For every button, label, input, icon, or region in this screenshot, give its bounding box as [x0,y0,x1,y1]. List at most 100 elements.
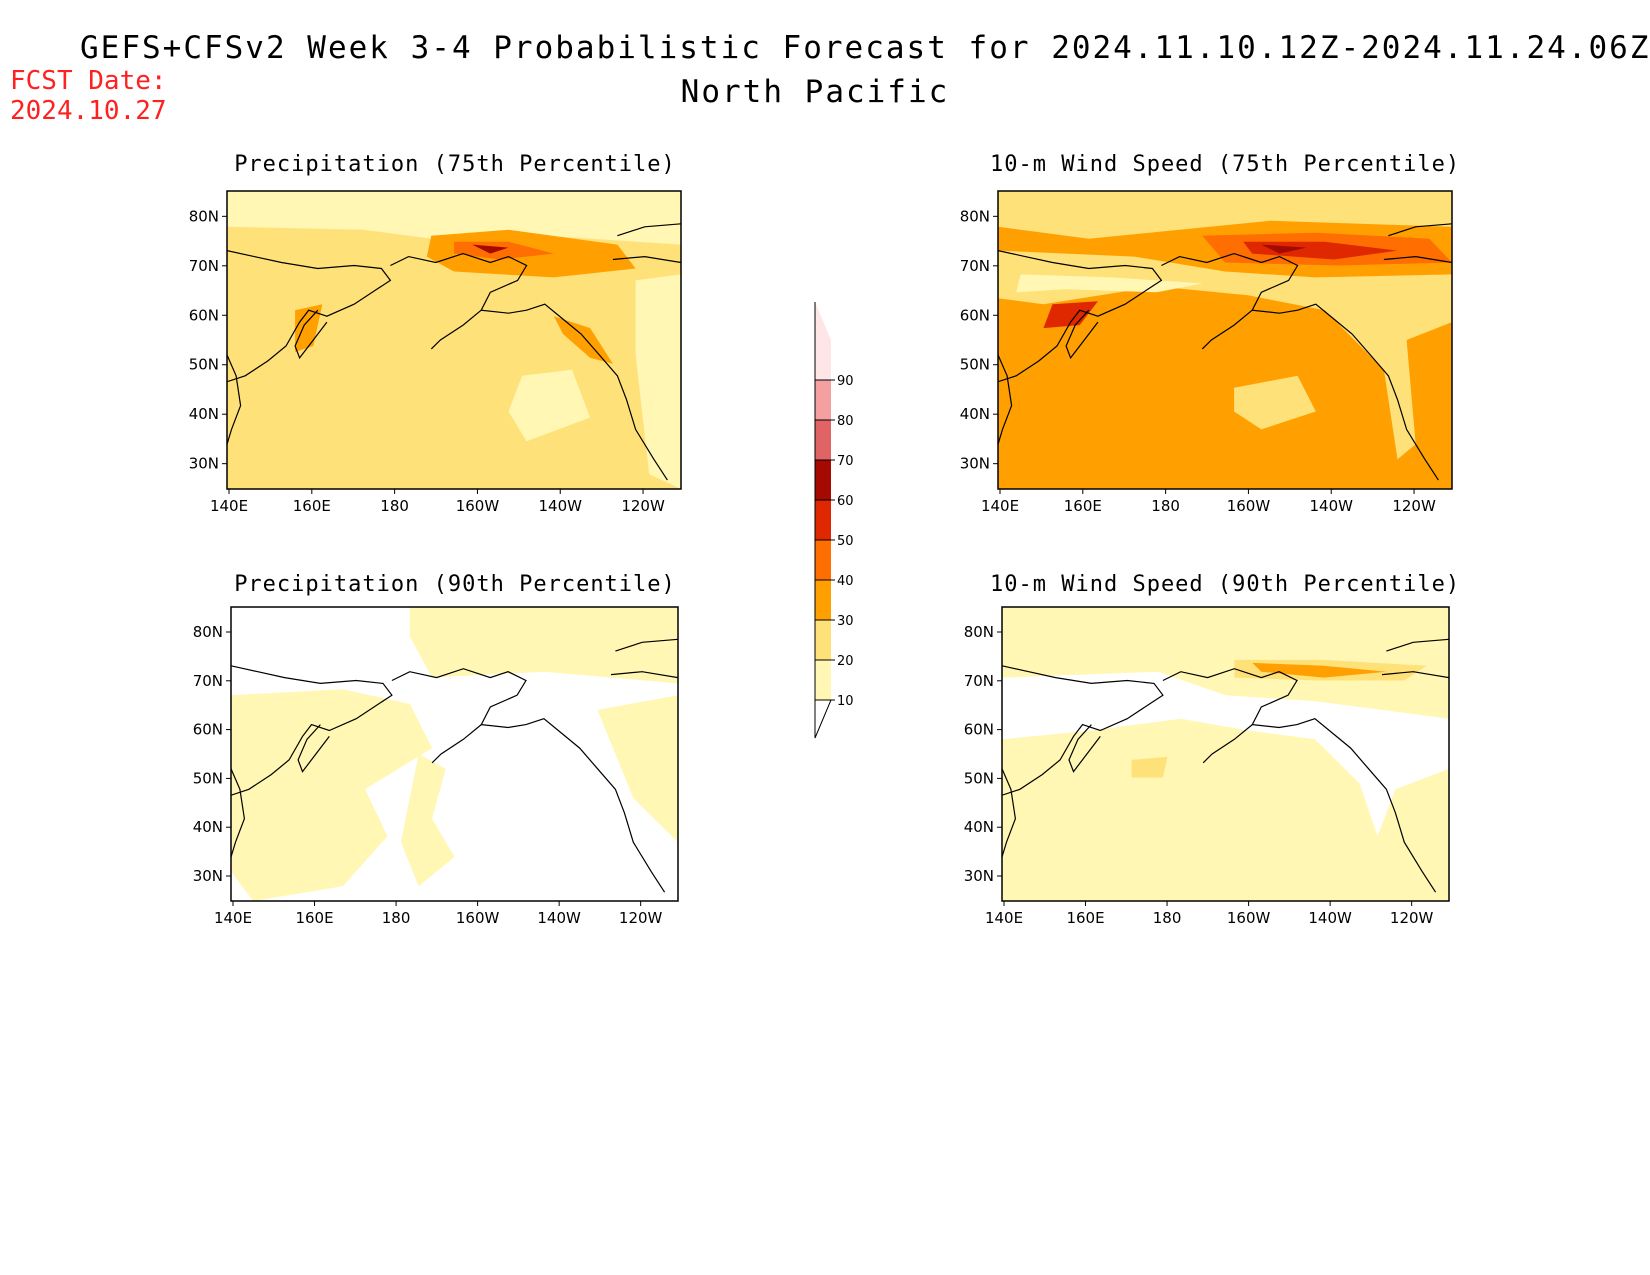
y-tick-label: 30N [189,455,219,473]
x-tick-label: 160E [1066,909,1104,927]
coastline-arctic-islands-2 [610,671,678,679]
colorbar-swatch [815,460,831,500]
panel-title-wind-75: 10-m Wind Speed (75th Percentile) [990,152,1461,177]
coastline-japan [227,354,242,445]
colorbar-level-label: 30 [837,614,854,629]
x-tick-label: 140E [981,497,1019,515]
colorbar-swatch [815,380,831,420]
field-low-east [597,695,678,843]
fcst-date-value: 2024.10.27 [10,96,167,126]
y-tick-label: 40N [189,405,219,423]
y-tick-label: 80N [960,207,990,225]
colorbar-swatch [815,660,831,700]
y-tick-label: 60N [189,306,219,324]
coastline-alaska-peninsula [1201,309,1253,350]
x-tick-label: 140W [539,497,583,515]
x-tick-label: 140W [537,909,581,927]
coastline-alaska-peninsula [1202,724,1253,764]
map-panel-p75: 140E 160E 180 160W 140W 120W 80N 70N 60N 50N 40N 30… [189,190,682,515]
y-tick-label: 30N [193,867,223,885]
x-tick-label: 160W [456,909,500,927]
map-frame [1001,606,1450,902]
colorbar-swatch [815,580,831,620]
y-tick-label: 30N [964,867,994,885]
coastline-asia [1002,665,1164,796]
x-tick-label: 180 [380,497,409,515]
colorbar-swatch [815,620,831,660]
panel-title-wind-90: 10-m Wind Speed (90th Percentile) [990,572,1461,597]
field-low-central [400,754,455,887]
coastline-asia [998,250,1163,383]
colorbar-level-label: 20 [837,654,854,669]
x-tick-label: 140W [1310,497,1354,515]
region-subtitle: North Pacific [680,74,950,110]
coastline-asia [227,250,392,383]
x-tick-label: 160E [1064,497,1102,515]
colorbar-level-label: 40 [837,574,854,589]
main-title: GEFS+CFSv2 Week 3-4 Probabilistic Foreca… [80,30,1650,66]
coastline-arctic-islands [1388,223,1452,237]
coastline-alaska-peninsula [431,724,482,764]
field-low-top [409,607,678,684]
colorbar-level-label: 70 [837,454,854,469]
y-tick-label: 80N [964,623,994,641]
coastline-north-america [390,252,668,481]
y-tick-label: 50N [189,356,219,374]
x-tick-label: 140W [1308,909,1352,927]
x-tick-label: 140E [985,909,1023,927]
coastline-arctic-islands-2 [1381,671,1449,679]
coastline-arctic-islands-2 [612,255,681,264]
panel-title-precip-90: Precipitation (90th Percentile) [234,572,676,597]
y-tick-label: 60N [193,721,223,739]
map-frame [230,606,679,902]
y-tick-label: 30N [960,455,990,473]
coastline-north-america [1162,668,1437,893]
x-tick-label: 180 [1153,909,1182,927]
map-frame [997,190,1453,490]
x-tick-label: 160E [295,909,333,927]
x-tick-label: 120W [1390,909,1434,927]
x-tick-label: 140E [210,497,248,515]
field-max-arctic [1261,244,1307,254]
x-tick-label: 160E [293,497,331,515]
coastline-japan [998,354,1013,445]
coastline-japan [1002,768,1017,858]
field-low-west [231,689,433,901]
y-tick-label: 80N [193,623,223,641]
x-tick-label: 160W [456,497,500,515]
field-mid-top [998,191,1452,239]
colorbar-level-label: 10 [837,694,854,709]
y-tick-label: 60N [960,306,990,324]
field-max-arctic [472,244,509,254]
colorbar-swatch [815,340,831,380]
coastline-asia [231,665,393,796]
x-tick-label: 120W [621,497,665,515]
field-low-band [1016,274,1203,293]
x-tick-label: 160W [1227,497,1271,515]
field-high-arctic [1252,662,1387,678]
panel-title-precip-75: Precipitation (75th Percentile) [234,152,676,177]
field-low-band [227,191,681,245]
x-tick-label: 120W [619,909,663,927]
y-tick-label: 40N [964,818,994,836]
colorbar-level-label: 90 [837,374,854,389]
colorbar-level-label: 60 [837,494,854,509]
y-tick-label: 40N [960,405,990,423]
x-tick-label: 180 [382,909,411,927]
x-tick-label: 160W [1227,909,1271,927]
field-mid-kamchatka [295,304,323,352]
colorbar-level-label: 50 [837,534,854,549]
coastline-kamchatka [1065,309,1099,360]
colorbar-swatch [815,500,831,540]
x-tick-label: 180 [1151,497,1180,515]
fcst-date-label: FCST Date: [10,66,167,96]
coastline-arctic-islands [615,638,678,652]
field-none-coastal [1002,671,1449,837]
field-low-east [635,274,681,489]
colorbar-level-label: 80 [837,414,854,429]
y-tick-label: 60N [964,721,994,739]
x-tick-label: 140E [214,909,252,927]
y-tick-label: 70N [964,672,994,690]
map-frame [226,190,682,490]
